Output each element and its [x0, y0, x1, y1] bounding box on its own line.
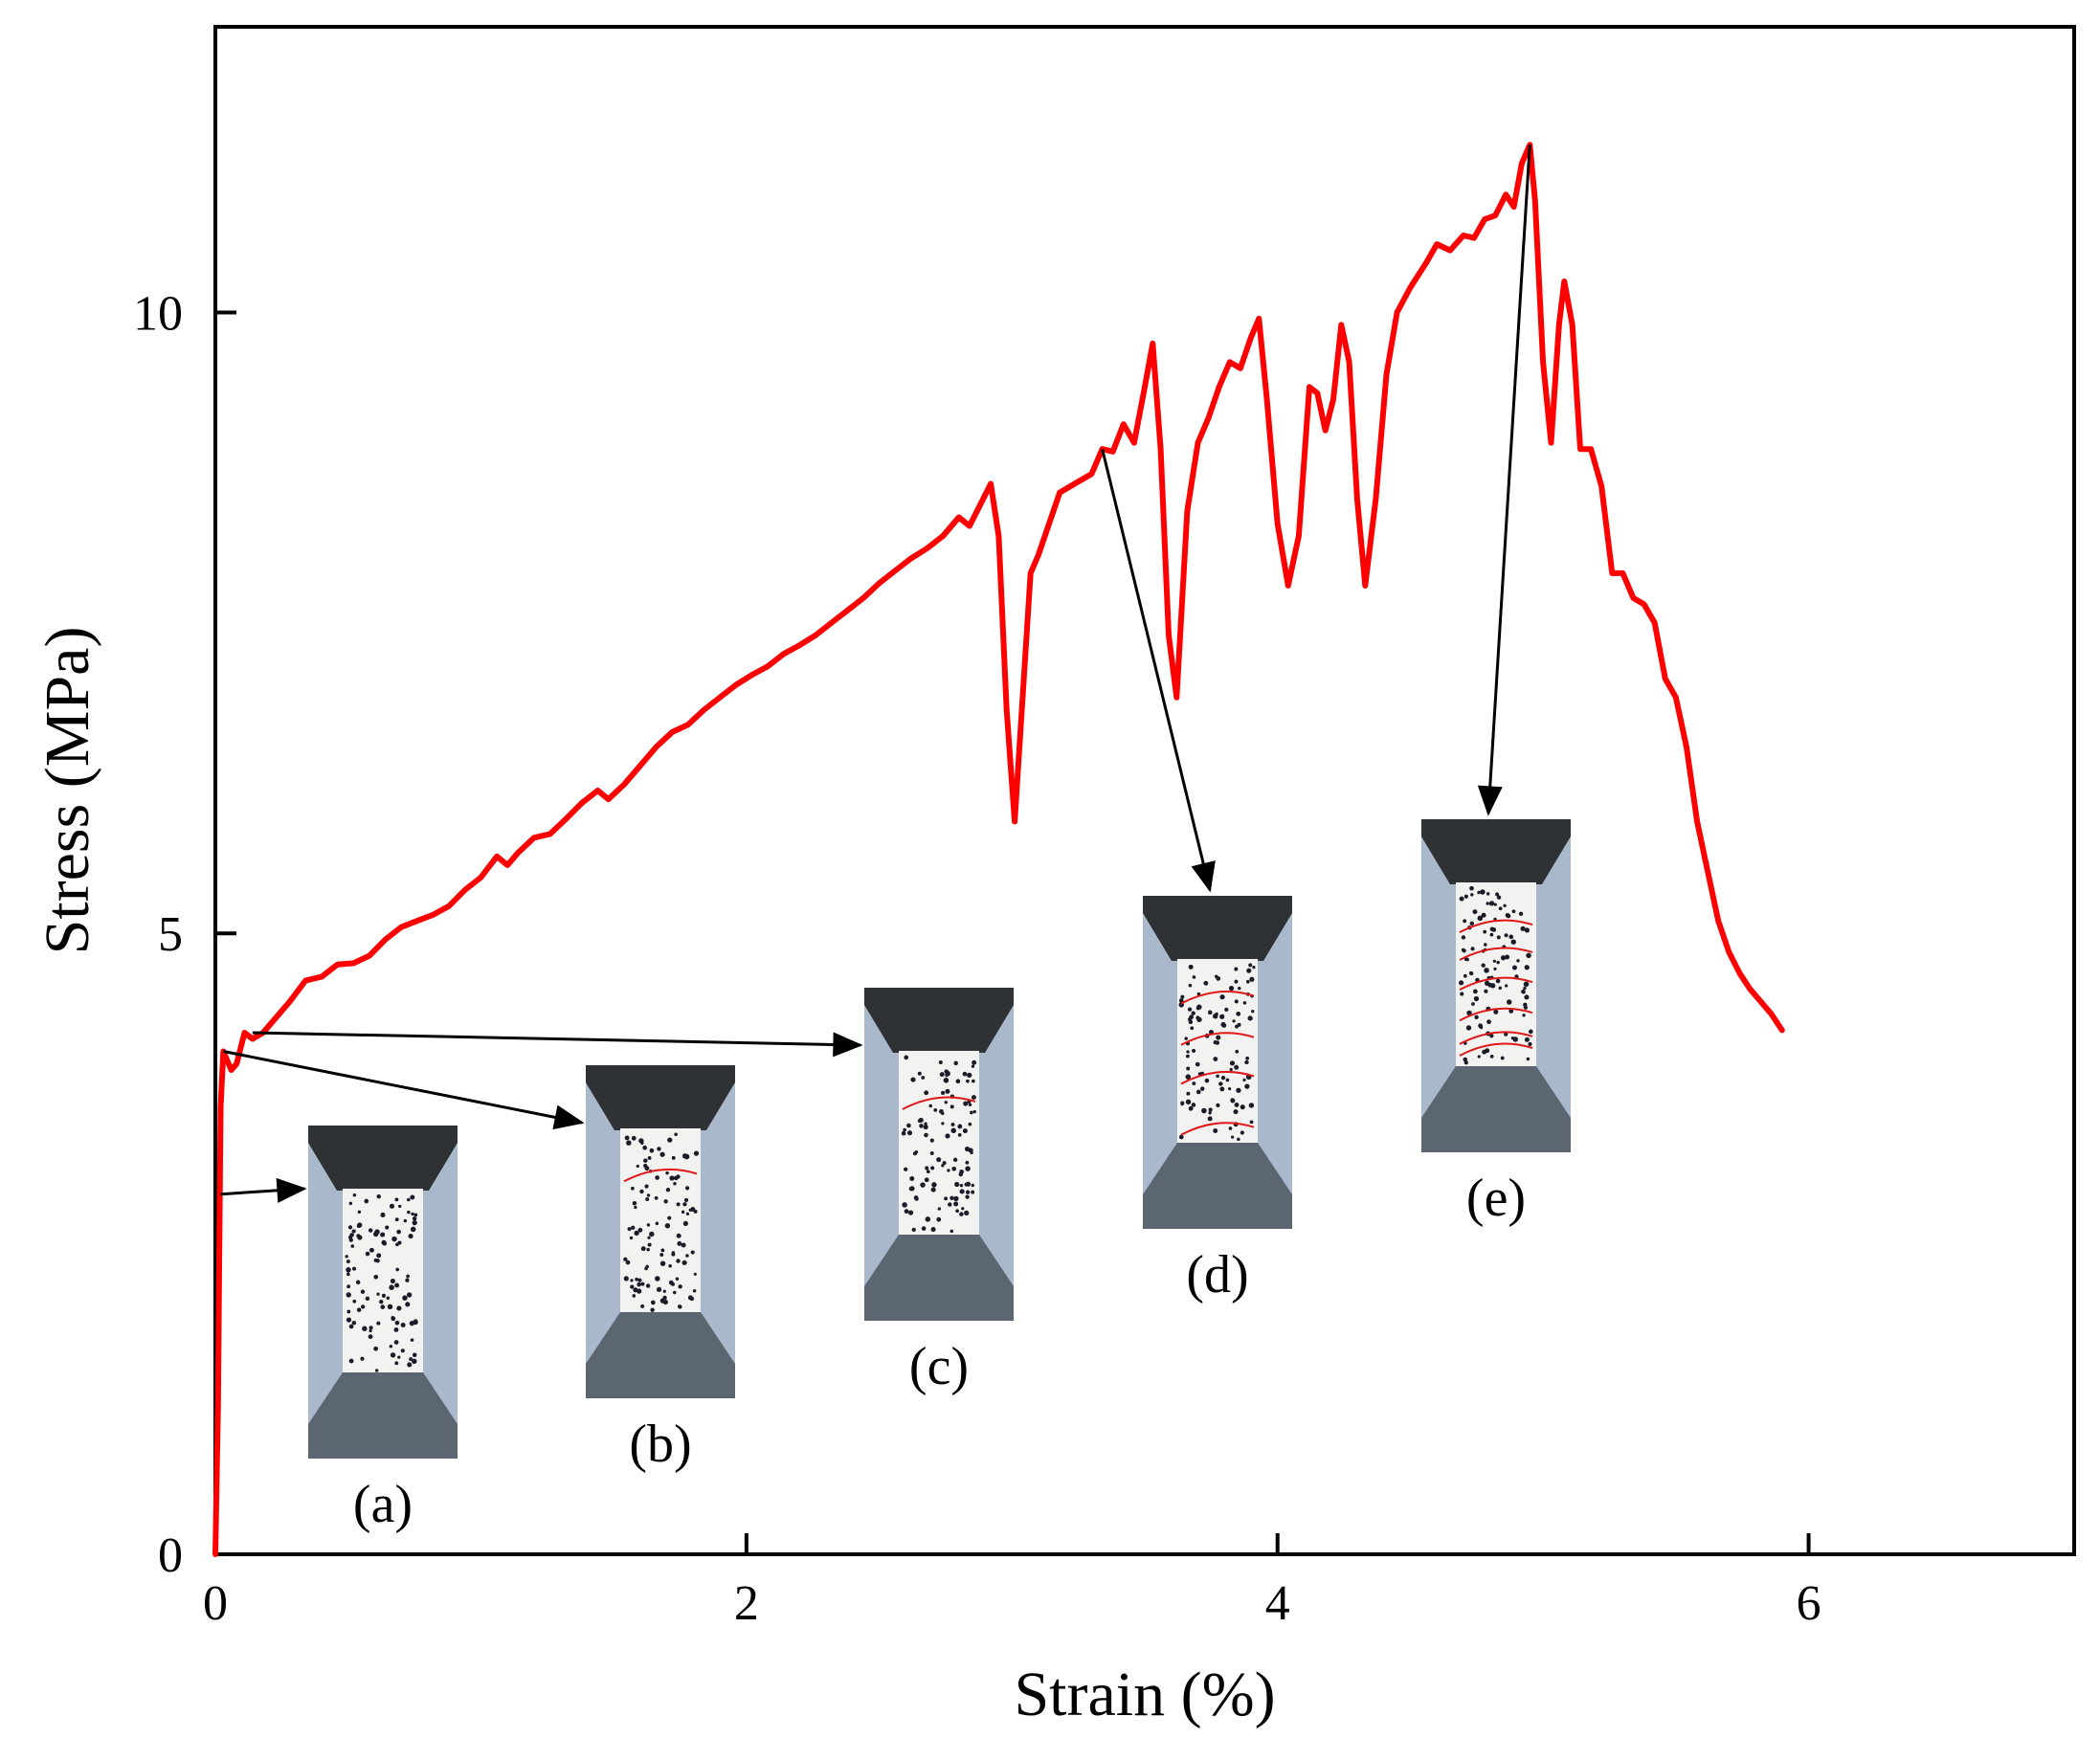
- specimen-photo: [586, 1065, 735, 1398]
- x-tick-label: 4: [1265, 1576, 1290, 1631]
- speckle-pattern: [901, 1055, 977, 1234]
- photo-label: (c): [909, 1337, 969, 1396]
- annotation-arrow: [223, 1050, 585, 1130]
- speckle-pattern: [623, 1132, 700, 1312]
- crack-line: [1459, 1042, 1533, 1057]
- specimen-photo-layer: (a) (b) (c) (d) (e): [308, 819, 1571, 1534]
- photo-label: (d): [1186, 1245, 1248, 1304]
- specimen-gauge: [899, 1051, 979, 1238]
- specimen-gauge: [1456, 882, 1536, 1070]
- annotation-arrow: [1101, 448, 1216, 893]
- crack-line: [1459, 919, 1533, 933]
- annotation-arrow: [252, 1031, 863, 1058]
- annotation-arrow: [220, 1177, 307, 1203]
- specimen-photo: [308, 1126, 458, 1459]
- photo-label: (a): [353, 1475, 413, 1534]
- lower-grip: [1421, 1066, 1571, 1152]
- crack-line: [1459, 1007, 1533, 1022]
- upper-grip: [308, 1126, 458, 1191]
- specimen-photo: [1143, 896, 1292, 1229]
- crack-line: [1180, 991, 1255, 1005]
- photo-label: (b): [629, 1415, 691, 1474]
- lower-grip: [1143, 1143, 1292, 1229]
- y-tick-label: 10: [133, 286, 183, 341]
- x-tick-label: 0: [203, 1576, 228, 1631]
- y-axis-title: Stress (MPa): [33, 627, 102, 955]
- specimen-photo: [1421, 819, 1571, 1152]
- crack-line: [1180, 1032, 1255, 1046]
- x-axis-title: Strain (%): [1014, 1660, 1275, 1729]
- y-tick-label: 5: [158, 907, 183, 962]
- specimen-gauge: [1177, 959, 1258, 1147]
- upper-grip: [1143, 896, 1292, 961]
- lower-grip: [586, 1312, 735, 1398]
- plot-frame: [213, 25, 2076, 1556]
- crack-line: [902, 1096, 976, 1110]
- crack-line: [1459, 976, 1533, 991]
- y-tick-label: 0: [158, 1528, 183, 1583]
- x-tick-label: 2: [734, 1576, 759, 1631]
- axis-ticks: 0 2 4 6 0 5 10: [133, 286, 1821, 1631]
- crack-line: [1459, 947, 1533, 961]
- annotation-arrow: [1477, 145, 1531, 816]
- specimen-photo: [864, 988, 1014, 1321]
- annotation-arrows: [220, 145, 1531, 1203]
- upper-grip: [586, 1065, 735, 1130]
- crack-line: [1180, 1070, 1255, 1085]
- lower-grip: [864, 1235, 1014, 1321]
- lower-grip: [308, 1372, 458, 1459]
- photo-label: (e): [1466, 1169, 1526, 1228]
- speckle-pattern: [345, 1193, 418, 1372]
- speckle-pattern: [1458, 885, 1533, 1065]
- crack-line: [1459, 1031, 1533, 1045]
- upper-grip: [1421, 819, 1571, 884]
- crack-line: [623, 1168, 698, 1183]
- crack-line: [1180, 1122, 1255, 1136]
- x-tick-label: 6: [1797, 1576, 1821, 1631]
- upper-grip: [864, 988, 1014, 1053]
